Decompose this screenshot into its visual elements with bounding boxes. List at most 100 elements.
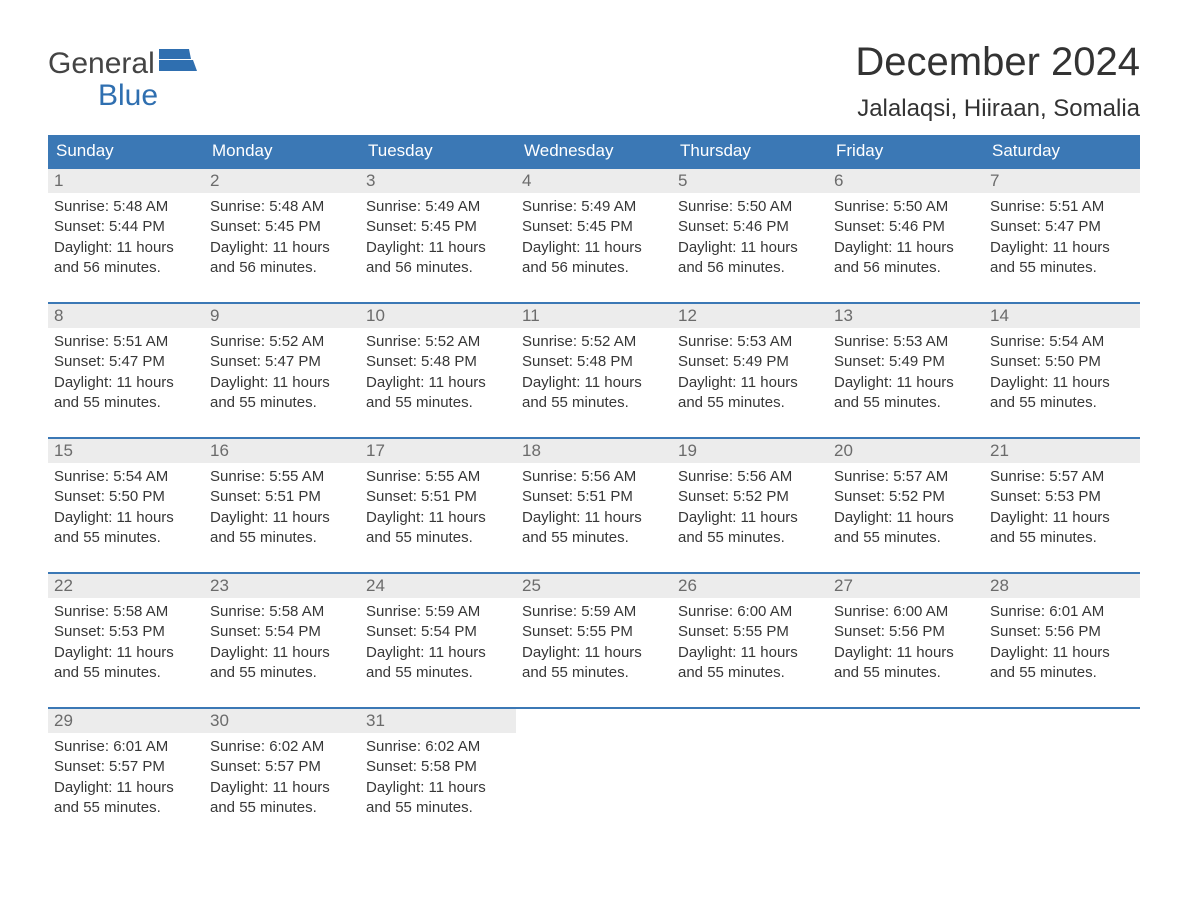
day-line-d1: Daylight: 11 hours <box>54 643 198 663</box>
day-line-ss: Sunset: 5:56 PM <box>990 622 1134 642</box>
day-body: Sunrise: 5:57 AMSunset: 5:53 PMDaylight:… <box>984 463 1140 554</box>
day-body: Sunrise: 5:53 AMSunset: 5:49 PMDaylight:… <box>828 328 984 419</box>
day-line-d1: Daylight: 11 hours <box>366 373 510 393</box>
day-line-d2: and 55 minutes. <box>990 663 1134 683</box>
day-body: Sunrise: 6:02 AMSunset: 5:58 PMDaylight:… <box>360 733 516 824</box>
calendar-cell: 31Sunrise: 6:02 AMSunset: 5:58 PMDayligh… <box>360 709 516 824</box>
day-line-d1: Daylight: 11 hours <box>54 508 198 528</box>
day-line-d1: Daylight: 11 hours <box>210 778 354 798</box>
day-line-sr: Sunrise: 5:52 AM <box>366 332 510 352</box>
day-line-d1: Daylight: 11 hours <box>210 643 354 663</box>
day-number: 19 <box>672 439 828 463</box>
day-body <box>984 713 1140 793</box>
day-line-d2: and 55 minutes. <box>54 798 198 818</box>
day-number: 5 <box>672 169 828 193</box>
day-line-d1: Daylight: 11 hours <box>210 373 354 393</box>
day-line-ss: Sunset: 5:57 PM <box>210 757 354 777</box>
day-line-d2: and 56 minutes. <box>522 258 666 278</box>
day-body: Sunrise: 5:50 AMSunset: 5:46 PMDaylight:… <box>672 193 828 284</box>
day-line-ss: Sunset: 5:52 PM <box>834 487 978 507</box>
day-line-d2: and 55 minutes. <box>54 393 198 413</box>
day-line-ss: Sunset: 5:53 PM <box>54 622 198 642</box>
dayhead-fri: Friday <box>828 135 984 167</box>
calendar-cell: 15Sunrise: 5:54 AMSunset: 5:50 PMDayligh… <box>48 439 204 554</box>
calendar-cell: 7Sunrise: 5:51 AMSunset: 5:47 PMDaylight… <box>984 169 1140 284</box>
day-body: Sunrise: 5:48 AMSunset: 5:44 PMDaylight:… <box>48 193 204 284</box>
calendar-cell: 28Sunrise: 6:01 AMSunset: 5:56 PMDayligh… <box>984 574 1140 689</box>
day-number: 16 <box>204 439 360 463</box>
day-number: 31 <box>360 709 516 733</box>
day-body: Sunrise: 5:59 AMSunset: 5:55 PMDaylight:… <box>516 598 672 689</box>
day-line-d2: and 55 minutes. <box>678 393 822 413</box>
calendar-cell: 6Sunrise: 5:50 AMSunset: 5:46 PMDaylight… <box>828 169 984 284</box>
day-number: 21 <box>984 439 1140 463</box>
calendar-weeks: 1Sunrise: 5:48 AMSunset: 5:44 PMDaylight… <box>48 167 1140 824</box>
day-number: 13 <box>828 304 984 328</box>
day-body: Sunrise: 6:00 AMSunset: 5:55 PMDaylight:… <box>672 598 828 689</box>
day-body: Sunrise: 5:53 AMSunset: 5:49 PMDaylight:… <box>672 328 828 419</box>
day-line-sr: Sunrise: 6:02 AM <box>210 737 354 757</box>
day-line-d1: Daylight: 11 hours <box>678 508 822 528</box>
day-line-ss: Sunset: 5:55 PM <box>522 622 666 642</box>
logo: General Blue <box>48 40 197 111</box>
day-body: Sunrise: 5:51 AMSunset: 5:47 PMDaylight:… <box>48 328 204 419</box>
day-line-d2: and 55 minutes. <box>366 528 510 548</box>
day-line-d2: and 55 minutes. <box>366 663 510 683</box>
day-line-sr: Sunrise: 5:48 AM <box>210 197 354 217</box>
day-number: 10 <box>360 304 516 328</box>
logo-text-top: General <box>48 48 155 80</box>
day-line-sr: Sunrise: 5:52 AM <box>522 332 666 352</box>
calendar-day-header: Sunday Monday Tuesday Wednesday Thursday… <box>48 135 1140 167</box>
day-number: 29 <box>48 709 204 733</box>
day-body: Sunrise: 5:59 AMSunset: 5:54 PMDaylight:… <box>360 598 516 689</box>
day-line-sr: Sunrise: 5:50 AM <box>834 197 978 217</box>
day-line-sr: Sunrise: 5:55 AM <box>210 467 354 487</box>
day-line-d1: Daylight: 11 hours <box>834 643 978 663</box>
day-line-d1: Daylight: 11 hours <box>522 643 666 663</box>
day-line-d1: Daylight: 11 hours <box>990 238 1134 258</box>
day-line-d1: Daylight: 11 hours <box>522 238 666 258</box>
day-line-ss: Sunset: 5:48 PM <box>522 352 666 372</box>
day-line-sr: Sunrise: 6:01 AM <box>990 602 1134 622</box>
day-line-d1: Daylight: 11 hours <box>366 778 510 798</box>
day-line-ss: Sunset: 5:44 PM <box>54 217 198 237</box>
day-line-d1: Daylight: 11 hours <box>834 238 978 258</box>
calendar-cell: 5Sunrise: 5:50 AMSunset: 5:46 PMDaylight… <box>672 169 828 284</box>
day-line-sr: Sunrise: 5:48 AM <box>54 197 198 217</box>
day-body: Sunrise: 6:01 AMSunset: 5:57 PMDaylight:… <box>48 733 204 824</box>
day-number: 18 <box>516 439 672 463</box>
day-body: Sunrise: 5:50 AMSunset: 5:46 PMDaylight:… <box>828 193 984 284</box>
day-line-sr: Sunrise: 5:53 AM <box>678 332 822 352</box>
day-line-sr: Sunrise: 5:50 AM <box>678 197 822 217</box>
day-number: 3 <box>360 169 516 193</box>
dayhead-mon: Monday <box>204 135 360 167</box>
calendar-week: 1Sunrise: 5:48 AMSunset: 5:44 PMDaylight… <box>48 167 1140 284</box>
day-line-d1: Daylight: 11 hours <box>834 508 978 528</box>
calendar-week: 29Sunrise: 6:01 AMSunset: 5:57 PMDayligh… <box>48 707 1140 824</box>
day-number: 8 <box>48 304 204 328</box>
calendar-cell: 17Sunrise: 5:55 AMSunset: 5:51 PMDayligh… <box>360 439 516 554</box>
day-line-d2: and 55 minutes. <box>54 663 198 683</box>
day-line-ss: Sunset: 5:51 PM <box>366 487 510 507</box>
day-body: Sunrise: 5:51 AMSunset: 5:47 PMDaylight:… <box>984 193 1140 284</box>
day-line-ss: Sunset: 5:50 PM <box>54 487 198 507</box>
calendar-cell: 4Sunrise: 5:49 AMSunset: 5:45 PMDaylight… <box>516 169 672 284</box>
day-line-sr: Sunrise: 5:55 AM <box>366 467 510 487</box>
day-line-ss: Sunset: 5:57 PM <box>54 757 198 777</box>
day-line-ss: Sunset: 5:51 PM <box>522 487 666 507</box>
day-line-ss: Sunset: 5:49 PM <box>834 352 978 372</box>
day-line-sr: Sunrise: 5:54 AM <box>990 332 1134 352</box>
calendar-cell: 3Sunrise: 5:49 AMSunset: 5:45 PMDaylight… <box>360 169 516 284</box>
calendar-cell: 11Sunrise: 5:52 AMSunset: 5:48 PMDayligh… <box>516 304 672 419</box>
day-body: Sunrise: 5:55 AMSunset: 5:51 PMDaylight:… <box>204 463 360 554</box>
day-body: Sunrise: 5:55 AMSunset: 5:51 PMDaylight:… <box>360 463 516 554</box>
day-line-d2: and 55 minutes. <box>54 528 198 548</box>
calendar-cell: 22Sunrise: 5:58 AMSunset: 5:53 PMDayligh… <box>48 574 204 689</box>
day-line-d2: and 55 minutes. <box>366 798 510 818</box>
day-line-sr: Sunrise: 6:00 AM <box>678 602 822 622</box>
day-number: 28 <box>984 574 1140 598</box>
day-line-sr: Sunrise: 5:59 AM <box>522 602 666 622</box>
dayhead-sun: Sunday <box>48 135 204 167</box>
day-body: Sunrise: 5:52 AMSunset: 5:47 PMDaylight:… <box>204 328 360 419</box>
day-line-sr: Sunrise: 5:49 AM <box>522 197 666 217</box>
